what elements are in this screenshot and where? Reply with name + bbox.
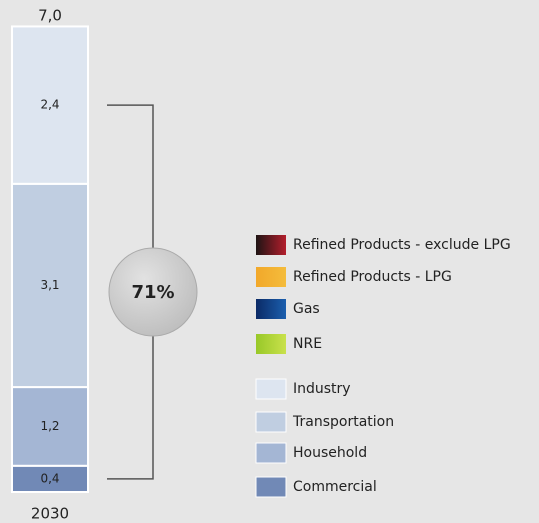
- legend-swatch: [256, 235, 286, 255]
- annotation-circle: [108, 247, 198, 337]
- data-label: 1,2: [40, 419, 59, 433]
- legend-label: NRE: [293, 336, 322, 352]
- legend-swatch: [255, 476, 287, 498]
- total-label: 7,0: [38, 7, 62, 25]
- data-label: 3,1: [40, 278, 59, 292]
- legend-swatch: [256, 299, 286, 319]
- legend-label: Commercial: [293, 479, 377, 495]
- legend-label: Gas: [293, 301, 320, 317]
- legend-swatch: [256, 334, 286, 354]
- legend-label: Household: [293, 445, 367, 461]
- bar-segment: [11, 464, 89, 493]
- bar-segment: [11, 386, 89, 467]
- legend-swatch: [255, 378, 287, 400]
- legend-swatch: [255, 442, 287, 464]
- legend-label: Transportation: [292, 414, 394, 430]
- annotation: 71%: [131, 282, 174, 303]
- legend-label: Refined Products - LPG: [293, 269, 452, 285]
- bar-segment: [11, 25, 89, 185]
- legend-swatch: [255, 411, 287, 433]
- x-tick-label: 2030: [31, 505, 69, 523]
- legend-label: Industry: [293, 381, 351, 397]
- data-label: 0,4: [40, 471, 59, 485]
- legend-swatch: [256, 267, 286, 287]
- data-label: 2,4: [40, 98, 59, 112]
- legend-label: Refined Products - exclude LPG: [293, 237, 511, 253]
